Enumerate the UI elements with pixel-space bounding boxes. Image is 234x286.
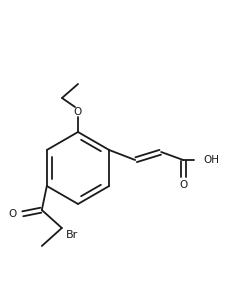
Text: O: O xyxy=(74,107,82,117)
Text: O: O xyxy=(9,209,17,219)
Text: Br: Br xyxy=(66,230,78,240)
Text: O: O xyxy=(179,180,187,190)
Text: OH: OH xyxy=(203,155,219,165)
